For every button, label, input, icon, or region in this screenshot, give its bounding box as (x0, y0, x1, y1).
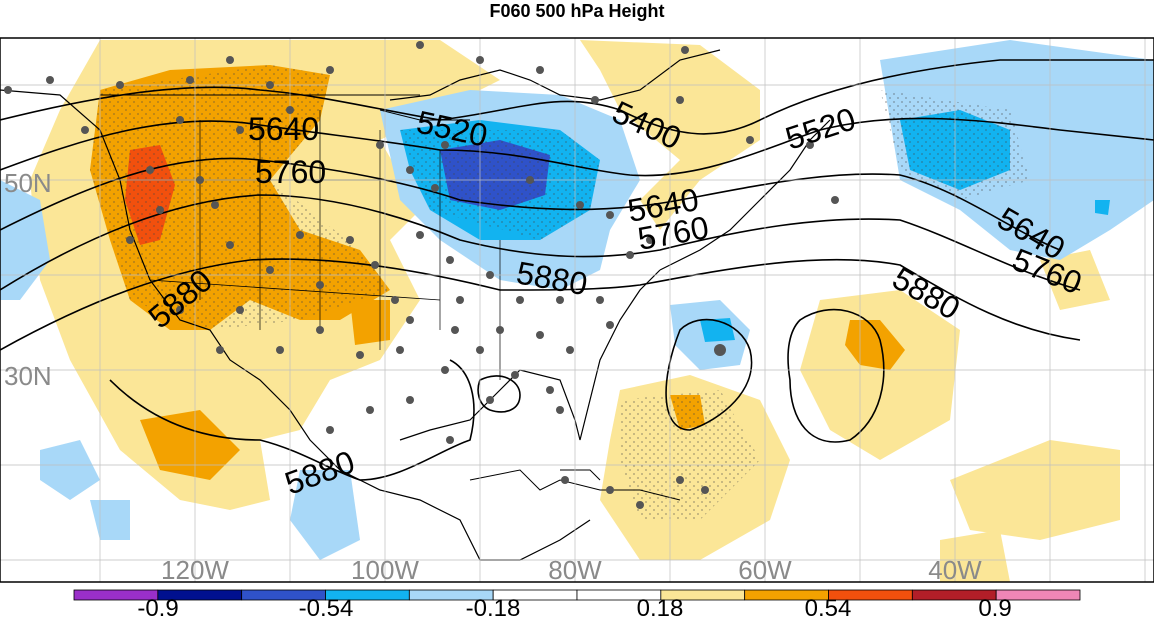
lon-label-60w: 60W (738, 555, 792, 585)
contour-label: 5760 (255, 154, 326, 190)
longitude-labels: 120W 100W 80W 60W 40W (161, 555, 982, 585)
lon-label-80w: 80W (548, 555, 602, 585)
colorbar-tick-label: -0.9 (137, 595, 179, 622)
height-anomaly-map: 5640 5520 5400 5520 5760 5640 5760 5880 … (0, 37, 1154, 585)
colorbar-swatch (995, 589, 1081, 601)
height-contours (0, 59, 1154, 481)
colorbar-tick-label: 0.54 (804, 595, 852, 622)
colorbar-tick-label: -0.54 (298, 595, 354, 622)
observation-stations (4, 41, 839, 509)
lat-label-50n: 50N (4, 168, 52, 198)
colorbar (73, 589, 1081, 601)
contour-label: 5640 (248, 111, 319, 147)
colorbar-tick-label: 0.18 (636, 595, 684, 622)
colorbar-tick-label: 0.9 (978, 595, 1012, 622)
map-frame (0, 37, 1154, 583)
latitude-labels: 50N 30N (4, 168, 52, 391)
lon-label-100w: 100W (351, 555, 419, 585)
chart-title: F060 500 hPa Height (489, 1, 665, 21)
lon-label-120w: 120W (161, 555, 229, 585)
lon-label-40w: 40W (928, 555, 982, 585)
significance-stippling (90, 65, 1030, 520)
colorbar-tick-label: -0.18 (465, 595, 521, 622)
lat-lon-grid (0, 38, 1154, 582)
lat-label-30n: 30N (4, 361, 52, 391)
